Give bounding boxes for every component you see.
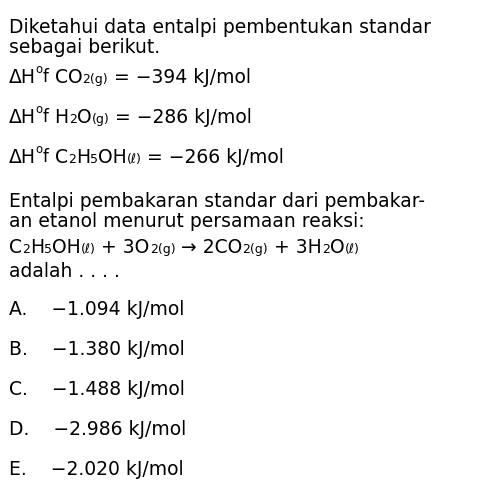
Text: 2(g): 2(g)	[243, 243, 268, 256]
Text: OH: OH	[52, 238, 80, 257]
Text: ΔH: ΔH	[9, 108, 36, 127]
Text: C: C	[49, 148, 68, 167]
Text: D.    −2.986 kJ/mol: D. −2.986 kJ/mol	[9, 420, 186, 439]
Text: OH: OH	[98, 148, 127, 167]
Text: H: H	[75, 148, 90, 167]
Text: = −394 kJ/mol: = −394 kJ/mol	[108, 68, 251, 87]
Text: C: C	[9, 238, 22, 257]
Text: (ℓ): (ℓ)	[344, 243, 359, 256]
Text: o: o	[36, 63, 43, 76]
Text: 2: 2	[22, 243, 30, 256]
Text: adalah . . . .: adalah . . . .	[9, 262, 120, 281]
Text: o: o	[36, 103, 43, 116]
Text: Diketahui data entalpi pembentukan standar: Diketahui data entalpi pembentukan stand…	[9, 18, 431, 37]
Text: (g): (g)	[92, 113, 109, 126]
Text: f: f	[43, 148, 49, 166]
Text: Entalpi pembakaran standar dari pembakar-: Entalpi pembakaran standar dari pembakar…	[9, 192, 425, 211]
Text: CO: CO	[49, 68, 82, 87]
Text: H: H	[49, 108, 69, 127]
Text: + 3O: + 3O	[95, 238, 150, 257]
Text: 5: 5	[90, 153, 98, 166]
Text: f: f	[43, 108, 49, 126]
Text: E.    −2.020 kJ/mol: E. −2.020 kJ/mol	[9, 460, 184, 479]
Text: H: H	[30, 238, 44, 257]
Text: ΔH: ΔH	[9, 68, 36, 87]
Text: 2: 2	[68, 153, 75, 166]
Text: = −286 kJ/mol: = −286 kJ/mol	[109, 108, 252, 127]
Text: A.    −1.094 kJ/mol: A. −1.094 kJ/mol	[9, 300, 184, 319]
Text: B.    −1.380 kJ/mol: B. −1.380 kJ/mol	[9, 340, 185, 359]
Text: (ℓ): (ℓ)	[80, 243, 95, 256]
Text: an etanol menurut persamaan reaksi:: an etanol menurut persamaan reaksi:	[9, 212, 364, 231]
Text: ΔH: ΔH	[9, 148, 36, 167]
Text: 2: 2	[322, 243, 330, 256]
Text: (ℓ): (ℓ)	[127, 153, 141, 166]
Text: C.    −1.488 kJ/mol: C. −1.488 kJ/mol	[9, 380, 185, 399]
Text: o: o	[36, 143, 43, 156]
Text: 2(g): 2(g)	[150, 243, 175, 256]
Text: → 2CO: → 2CO	[175, 238, 243, 257]
Text: 5: 5	[44, 243, 52, 256]
Text: + 3H: + 3H	[268, 238, 322, 257]
Text: f: f	[43, 68, 49, 86]
Text: O: O	[77, 108, 92, 127]
Text: = −266 kJ/mol: = −266 kJ/mol	[141, 148, 284, 167]
Text: sebagai berikut.: sebagai berikut.	[9, 38, 160, 57]
Text: 2: 2	[69, 113, 77, 126]
Text: O: O	[330, 238, 344, 257]
Text: 2(g): 2(g)	[82, 73, 108, 86]
